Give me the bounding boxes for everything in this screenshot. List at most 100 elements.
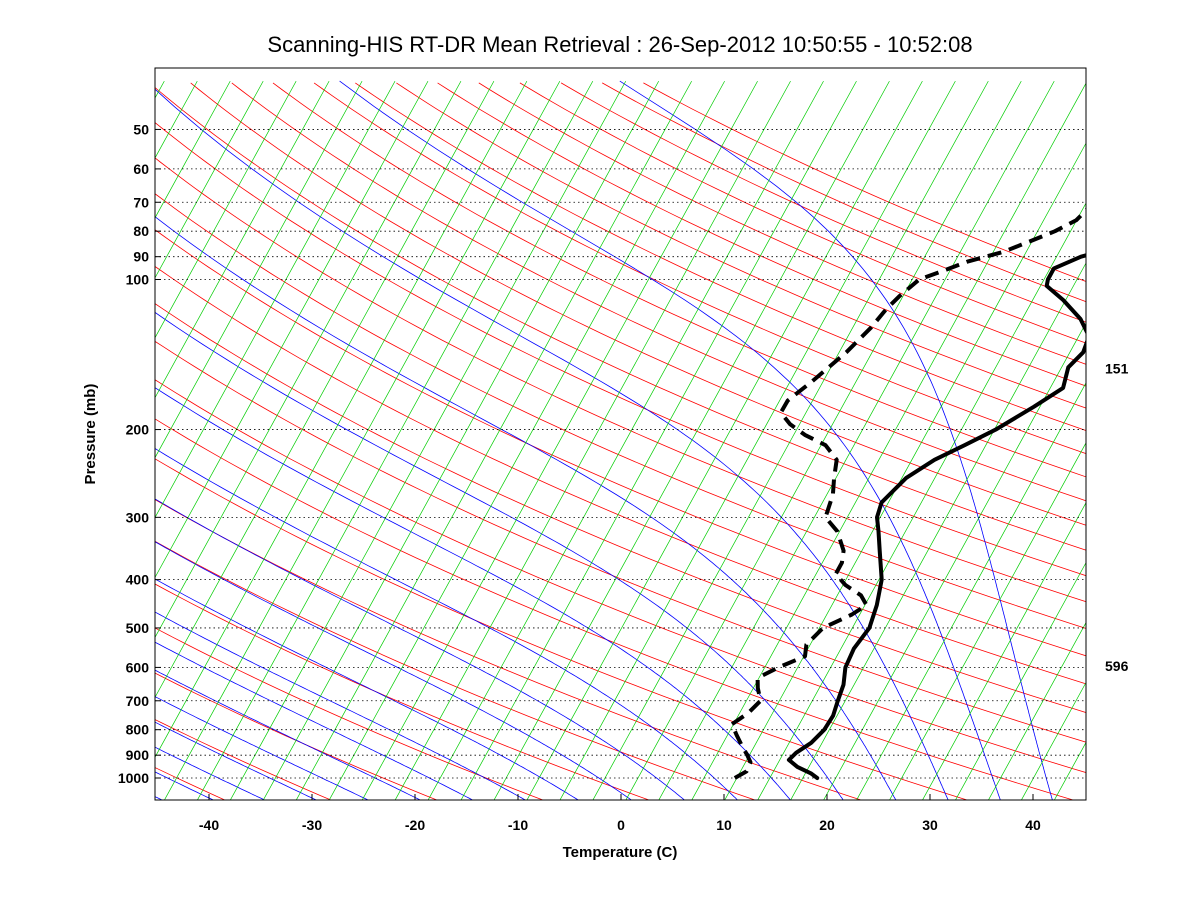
x-tick-label: 40 — [1025, 817, 1041, 833]
x-tick-label: -20 — [405, 817, 425, 833]
y-tick-label: 700 — [126, 693, 150, 709]
dry-adiabat-line — [155, 719, 332, 800]
y-tick-label: 60 — [133, 161, 149, 177]
saturated-adiabat-line — [155, 796, 163, 800]
y-tick-label: 90 — [133, 249, 149, 265]
dry-adiabat-line — [155, 157, 1086, 603]
mixing-ratio-line — [262, 80, 660, 800]
mixing-ratio-line — [0, 81, 65, 808]
mixing-ratio-line — [823, 322, 1086, 800]
saturated-adiabat-line — [155, 669, 422, 800]
y-tick-label: 70 — [133, 194, 149, 210]
saturated-adiabat-line — [155, 498, 686, 800]
mixing-ratio-line — [394, 80, 791, 800]
dry-adiabat-line — [155, 583, 651, 800]
mixing-ratio-line — [164, 80, 561, 800]
mixing-ratio-line — [155, 80, 462, 639]
y-axis-label: Pressure (mb) — [82, 384, 99, 485]
dry-adiabat-line — [478, 82, 1086, 365]
mixing-ratio-line — [988, 621, 1086, 800]
y-tick-label: 900 — [126, 747, 150, 763]
dry-adiabat-line — [155, 458, 969, 800]
mixing-ratio-line — [197, 80, 594, 800]
mixing-ratio-line — [493, 80, 890, 800]
dry-adiabat-line — [396, 82, 1086, 409]
dry-adiabat-line — [272, 82, 1086, 478]
mixing-ratio-line — [427, 80, 824, 800]
mixing-ratio-line — [856, 382, 1086, 800]
mixing-ratio-line — [889, 442, 1086, 800]
mixing-ratio-line — [1182, 81, 1200, 808]
y-tick-label: 1000 — [118, 770, 149, 786]
mixing-ratio-line — [526, 80, 923, 800]
dry-adiabat-line — [155, 499, 863, 800]
dry-adiabat-line — [355, 82, 1086, 432]
y-tick-label: 400 — [126, 572, 150, 588]
x-tick-label: -10 — [508, 817, 528, 833]
dry-adiabat-line — [155, 193, 1086, 629]
dry-adiabat-line — [155, 418, 1075, 800]
saturated-adiabat-line — [155, 721, 318, 800]
mixing-ratio-line — [1053, 741, 1086, 800]
mixing-ratio-line — [1149, 81, 1200, 808]
dry-adiabat-line — [643, 82, 1086, 282]
mixing-ratio-line — [724, 142, 1086, 800]
saturated-adiabat-line — [155, 746, 266, 800]
y-tick-label: 800 — [126, 722, 150, 738]
mixing-ratio-line — [229, 80, 627, 800]
dry-adiabat-line — [155, 627, 544, 800]
mixing-ratio-line — [691, 82, 1086, 800]
x-tick-label: -30 — [302, 817, 322, 833]
saturated-adiabat-line — [155, 216, 897, 800]
mixing-ratio-line — [155, 80, 330, 399]
saturated-adiabat-line — [155, 387, 791, 800]
dry-adiabat-line — [437, 82, 1086, 387]
mixing-ratio-line — [790, 262, 1086, 800]
pressure-annotation: 151 — [1105, 361, 1129, 377]
y-tick-label: 600 — [126, 659, 150, 675]
mixing-ratio-line — [1116, 81, 1200, 808]
saturated-adiabat-line — [155, 578, 579, 800]
dry-adiabat-line — [155, 87, 1086, 551]
dry-adiabat-line — [313, 82, 1086, 454]
y-tick-label: 100 — [126, 271, 150, 287]
x-tick-label: 0 — [617, 817, 625, 833]
temperature-profile-line — [786, 253, 1086, 780]
dewpoint-profile-line — [729, 207, 1086, 780]
dry-adiabat-line — [155, 340, 1086, 743]
x-tick-label: -40 — [199, 817, 219, 833]
saturated-adiabat-line — [155, 88, 949, 800]
saturated-adiabat-line — [155, 696, 369, 800]
mixing-ratio-line — [559, 80, 956, 800]
chart-title: Scanning-HIS RT-DR Mean Retrieval : 26-S… — [267, 32, 972, 57]
saturated-adiabat-line — [619, 80, 1053, 800]
mixing-ratio-line — [295, 80, 692, 800]
dry-adiabat-line — [155, 540, 757, 800]
dry-adiabat-line — [155, 229, 1086, 657]
mixing-ratio-line — [0, 81, 32, 808]
y-tick-label: 80 — [133, 223, 149, 239]
mixing-ratio-line — [155, 80, 363, 459]
mixing-ratio-line — [0, 81, 131, 808]
saturated-adiabat-line — [155, 641, 474, 800]
mixing-ratio-line — [1021, 681, 1086, 800]
dry-adiabat-line — [190, 82, 1086, 526]
mixing-ratio-line — [361, 80, 758, 800]
saturated-adiabat-line — [155, 611, 527, 800]
mixing-ratio-line — [592, 80, 989, 800]
mixing-ratio-line — [328, 80, 725, 800]
dry-adiabat-line — [155, 265, 1086, 685]
x-tick-label: 20 — [819, 817, 835, 833]
mixing-ratio-line — [155, 80, 429, 579]
mixing-ratio-line — [922, 502, 1086, 800]
saturated-adiabat-line — [0, 268, 128, 808]
dry-adiabat-line — [155, 379, 1086, 774]
mixing-ratio-line — [155, 80, 528, 758]
saturated-adiabat-line — [155, 541, 632, 800]
saturated-adiabat-line — [155, 771, 215, 800]
pressure-annotation: 596 — [1105, 658, 1129, 674]
dry-adiabat-line — [560, 82, 1086, 323]
dry-adiabat-line — [155, 672, 438, 800]
dry-adiabat-line — [155, 122, 1086, 577]
